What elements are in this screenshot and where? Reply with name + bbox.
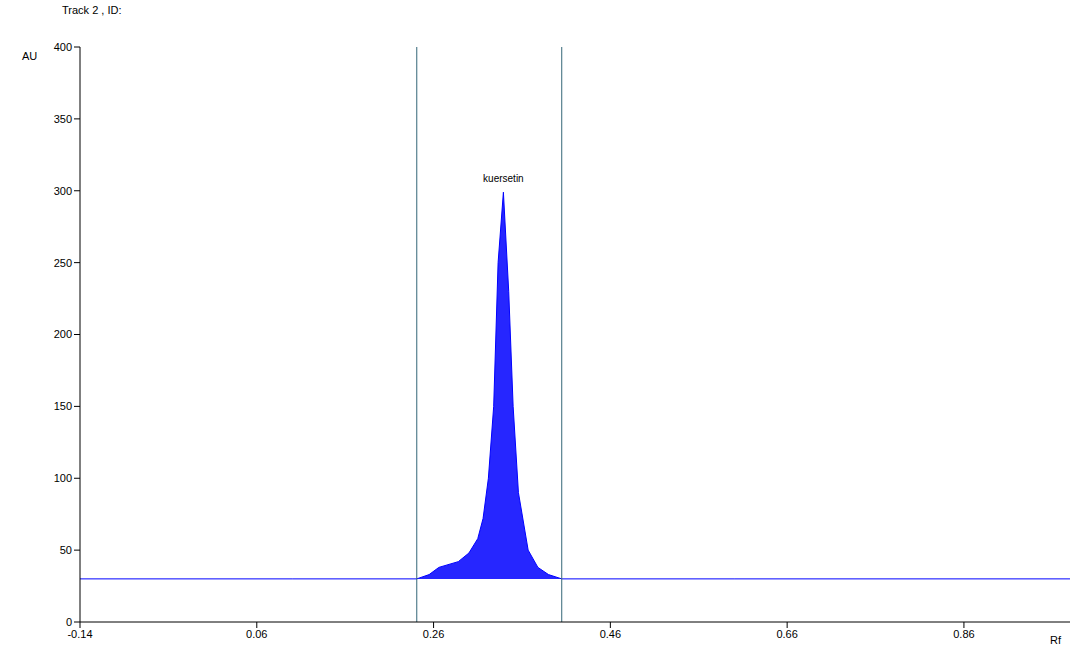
svg-text:0.86: 0.86 (953, 628, 974, 640)
svg-text:kuersetin: kuersetin (483, 173, 524, 184)
html-text:Track 2 , ID:: Track 2 , ID: (62, 4, 122, 16)
svg-text:300: 300 (54, 185, 72, 197)
svg-text:0: 0 (66, 616, 72, 628)
svg-text:350: 350 (54, 113, 72, 125)
svg-text:0.66: 0.66 (776, 628, 797, 640)
svg-text:0.46: 0.46 (600, 628, 621, 640)
svg-text:0.26: 0.26 (423, 628, 444, 640)
html-text:Rf: Rf (1050, 634, 1061, 646)
svg-text:-0.14: -0.14 (67, 628, 92, 640)
svg-text:200: 200 (54, 328, 72, 340)
svg-text:0.06: 0.06 (246, 628, 267, 640)
svg-text:400: 400 (54, 41, 72, 53)
svg-text:150: 150 (54, 400, 72, 412)
svg-text:50: 50 (60, 544, 72, 556)
html-text:AU: AU (22, 50, 38, 62)
svg-text:100: 100 (54, 472, 72, 484)
svg-text:250: 250 (54, 257, 72, 269)
